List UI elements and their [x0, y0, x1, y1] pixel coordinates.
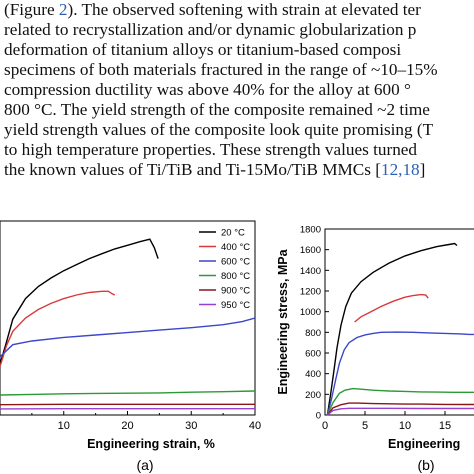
paragraph-line: (Figure 2). The observed softening with …: [4, 0, 421, 20]
series-lines-b: [326, 242, 474, 416]
x-tick-label-b: 0: [322, 420, 328, 432]
line-text: ). The observed softening with strain at…: [67, 0, 421, 19]
x-ticks-a: 10 20 30 40: [31, 411, 261, 432]
legend-entry: 600 °C: [221, 257, 250, 268]
y-axis-label-b: Engineering stress, MPa: [276, 248, 290, 394]
legend-entry: 900 °C: [221, 286, 250, 297]
paragraph-line: specimens of both materials fractured in…: [4, 60, 438, 79]
x-tick-label-b: 15: [439, 420, 451, 432]
y-tick-label-b: 1600: [300, 245, 321, 256]
figure-reference-link[interactable]: 2: [58, 0, 68, 19]
y-tick-label-b: 400: [305, 369, 321, 380]
paragraph-line: 800 °C. The yield strength of the compos…: [4, 100, 430, 119]
y-tick-label-b: 600: [305, 349, 321, 360]
legend-entry: 800 °C: [221, 271, 250, 282]
series-line-a: [0, 390, 256, 396]
x-tick-label-a: 40: [249, 420, 261, 432]
legend-a: 20 °C 400 °C 600 °C 800 °C 900 °C 950 °C: [199, 228, 250, 311]
series-line-a: [0, 317, 256, 358]
legend-entry: 950 °C: [221, 300, 250, 311]
y-tick-label-b: 0: [316, 411, 321, 422]
line-text: the known values of Ti/TiB and Ti-15Mo/T…: [4, 160, 381, 179]
y-tick-label-b: 200: [305, 390, 321, 401]
y-tick-label-b: 1000: [300, 307, 321, 318]
x-tick-label-b: 5: [362, 420, 368, 432]
x-axis-label-a: Engineering strain, %: [87, 437, 215, 451]
chart-panel-a: 10 20 30 40 20 °C 400 °C 600 °C 800 °C 900 °C 95…: [0, 220, 261, 473]
y-tick-label-b: 800: [305, 328, 321, 339]
paragraph-line: yield strength values of the composite l…: [4, 120, 434, 139]
series-line-b: [326, 407, 474, 416]
series-line-b: [326, 331, 474, 416]
paragraph-line: to high temperature properties. These st…: [4, 140, 418, 159]
paragraph-line: the known values of Ti/TiB and Ti-15Mo/T…: [4, 160, 425, 180]
x-tick-label-b: 10: [399, 420, 411, 432]
y-tick-label-b: 1400: [300, 266, 321, 277]
x-tick-label-a: 30: [185, 420, 197, 432]
line-text: (Figure: [4, 0, 59, 19]
axis-ticks-b: 0 200 400 600 800 1000 1200 1400 1600 1800 0 5 10 15: [300, 225, 451, 433]
x-tick-label-a: 20: [121, 420, 133, 432]
series-lines-a: [0, 238, 256, 410]
x-tick-label-a: 10: [58, 420, 70, 432]
series-line-a: [0, 238, 159, 365]
panel-label-b: (b): [417, 457, 434, 473]
legend-entry: 400 °C: [221, 242, 250, 253]
x-axis-label-b: Engineering: [388, 437, 460, 451]
legend-entry: 20 °C: [221, 228, 245, 239]
series-line-b: [354, 293, 429, 323]
citation-reference-link[interactable]: 12,18: [380, 160, 420, 179]
series-line-b: [326, 402, 474, 416]
series-line-b: [326, 387, 474, 416]
series-line-a: [0, 290, 116, 367]
plot-frame-a: [0, 220, 256, 416]
paragraph-line: compression ductility was above 40% for …: [4, 80, 411, 99]
plot-frame-b: [324, 228, 474, 416]
y-tick-label-b: 1200: [300, 287, 321, 298]
paper-paragraph: (Figure 2). The observed softening with …: [0, 0, 474, 200]
y-tick-label-b: 1800: [300, 225, 321, 236]
series-line-b: [326, 242, 458, 416]
paragraph-line: related to recrystallization and/or dyna…: [4, 20, 417, 39]
panel-label-a: (a): [136, 457, 153, 473]
paragraph-line: deformation of titanium alloys or titani…: [4, 40, 402, 59]
line-text: ]: [419, 160, 426, 179]
